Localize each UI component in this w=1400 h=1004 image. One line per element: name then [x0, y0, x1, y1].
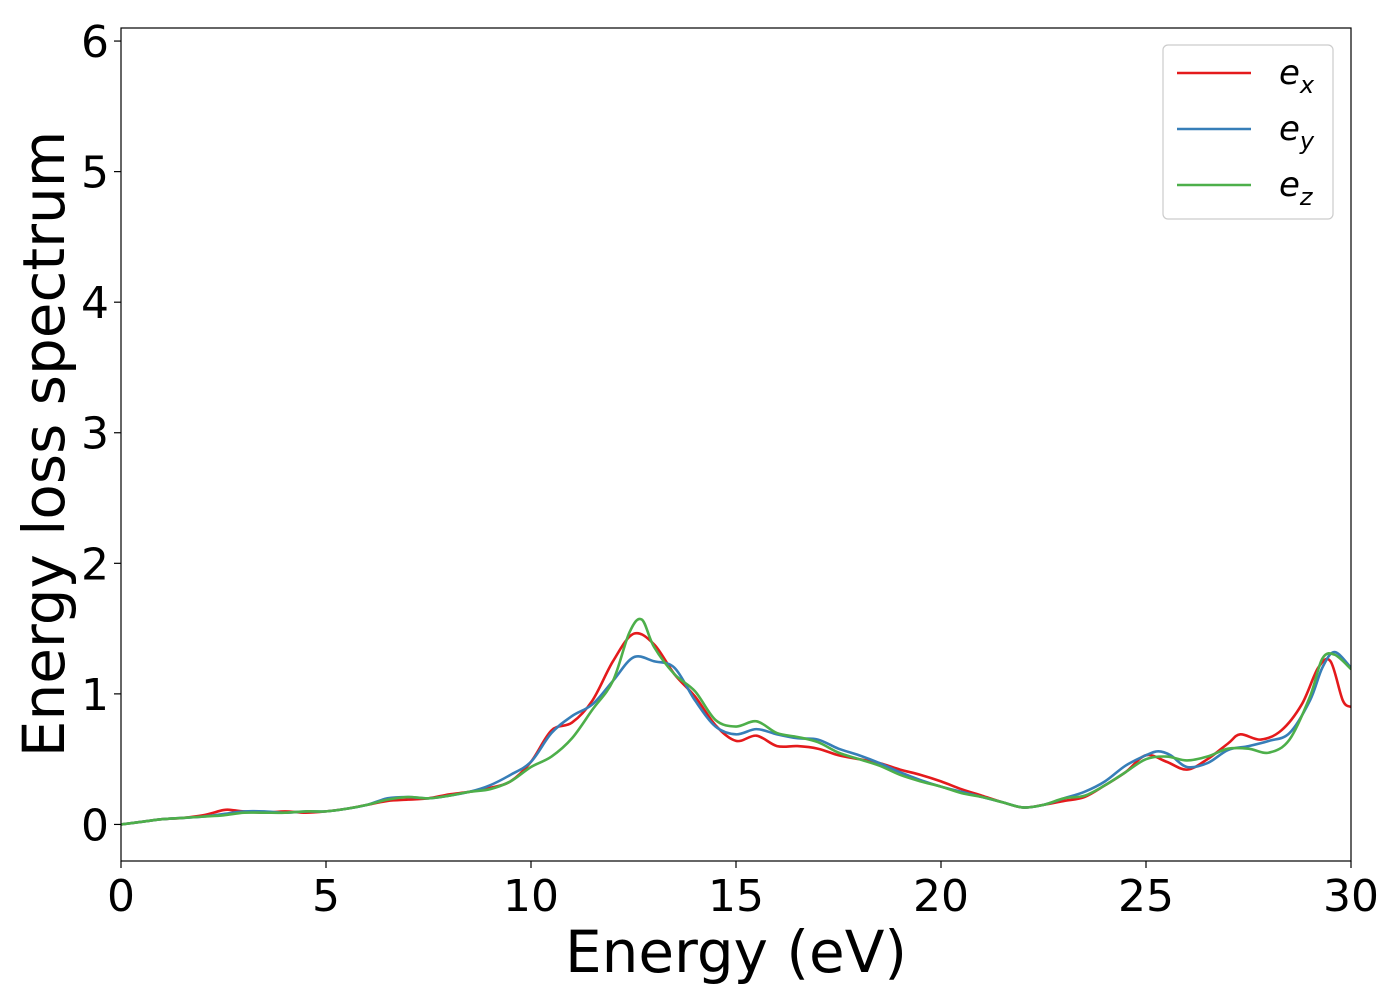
y-axis: 0 1 2 3 4 5 6 — [81, 17, 121, 851]
y-tick-label: 1 — [81, 670, 109, 721]
x-tick-label: 10 — [503, 871, 559, 922]
y-tick-label: 5 — [81, 148, 109, 199]
series-line-x — [121, 631, 1351, 826]
y-axis-title: Energy loss spectrum — [10, 131, 78, 757]
y-tick-label: 3 — [81, 409, 109, 460]
y-tick-label: 2 — [81, 539, 109, 590]
x-tick-label: 15 — [708, 871, 764, 922]
y-tick-label: 4 — [81, 278, 109, 329]
x-tick-label: 5 — [312, 871, 340, 922]
x-tick-label: 20 — [913, 871, 969, 922]
x-tick-label: 30 — [1323, 871, 1379, 922]
x-axis-title: Energy (eV) — [565, 918, 907, 986]
series-line-y — [121, 650, 1351, 826]
y-tick-label: 0 — [81, 800, 109, 851]
x-axis: 0 5 10 15 20 25 30 — [107, 861, 1379, 922]
x-tick-label: 0 — [107, 871, 135, 922]
series-layer — [121, 617, 1351, 826]
legend-box — [1162, 44, 1334, 220]
y-tick-label: 6 — [81, 17, 109, 68]
series-line-z — [121, 617, 1351, 826]
x-tick-label: 25 — [1118, 871, 1174, 922]
